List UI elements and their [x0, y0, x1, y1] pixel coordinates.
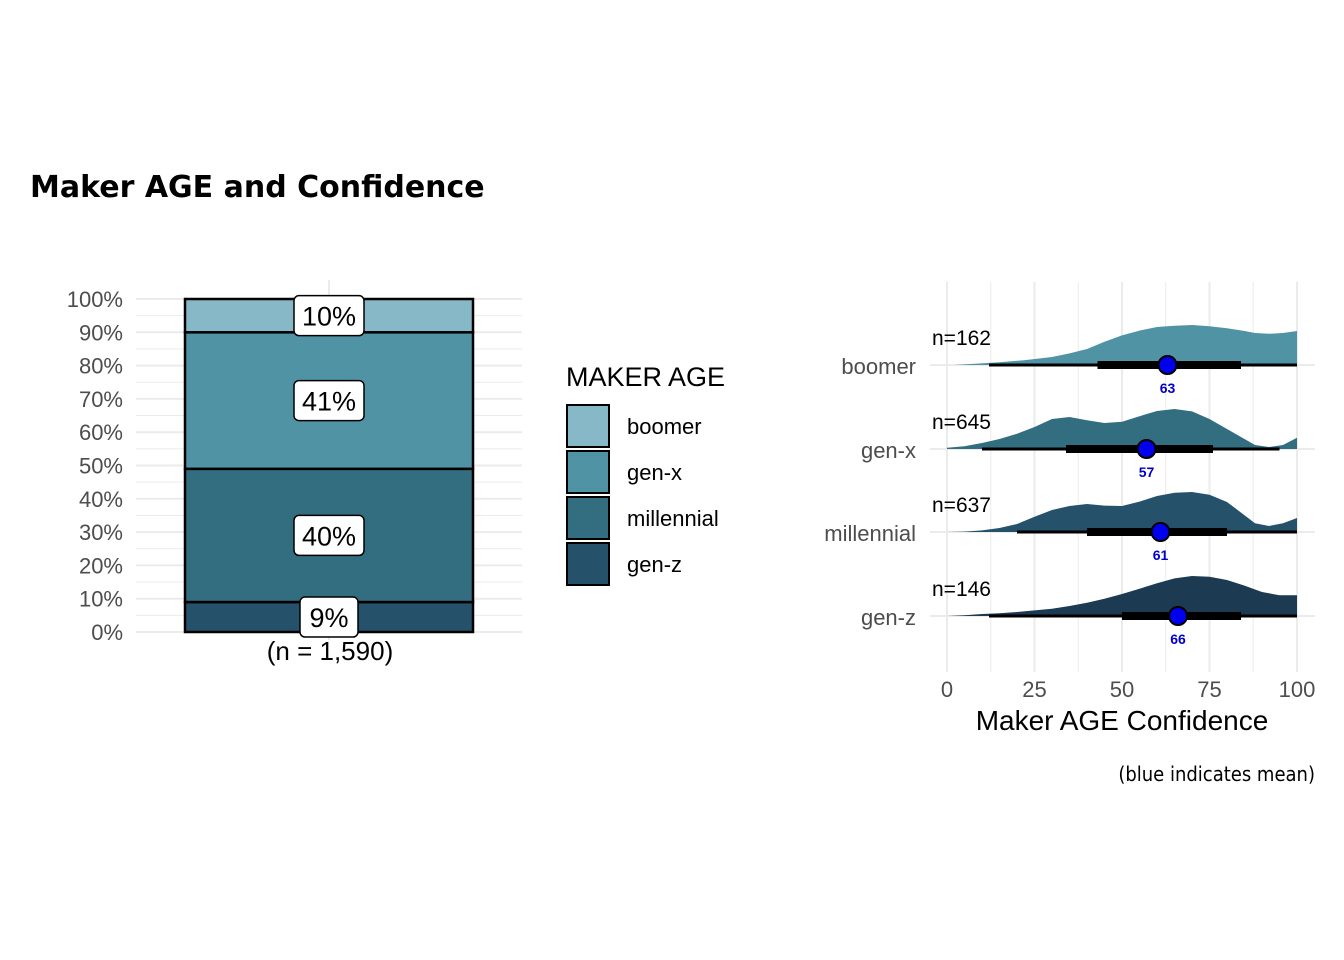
legend-swatch-boomer: [566, 404, 610, 448]
legend-label-gen-z: gen-z: [627, 552, 682, 577]
bar-y-tick-label: 70%: [79, 387, 123, 412]
ridge-y-label-millennial: millennial: [824, 521, 916, 546]
ridge-mean-dot-gen-x: [1136, 439, 1157, 459]
ridge-group-boomer: 63 n=162 boomer: [841, 325, 1297, 396]
bar-y-tick-label: 60%: [79, 420, 123, 445]
legend-label-boomer: boomer: [627, 414, 702, 439]
chart-title: Maker AGE and Confidence: [30, 170, 485, 205]
ridge-mean-dot-gen-z: [1168, 606, 1188, 626]
ridge-x-tick-label: 100: [1279, 677, 1316, 702]
ridge-x-tick-label: 75: [1197, 677, 1221, 702]
legend-label-gen-x: gen-x: [627, 460, 682, 485]
legend-swatch-gen-x: [566, 450, 610, 494]
bar-y-tick-label: 50%: [79, 454, 123, 479]
legend-items: boomer gen-x millennial gen-z: [566, 404, 719, 586]
legend-swatch-millennial: [566, 496, 610, 540]
ridge-density-gen-z: [947, 576, 1297, 616]
ridge-density-gen-x: [947, 409, 1297, 449]
chart-caption: (blue indicates mean): [1118, 762, 1315, 786]
ridge-mean-label-gen-z: 66: [1170, 631, 1186, 647]
ridge-group-gen-x: 57 n=645 gen-x: [861, 409, 1297, 480]
bar-category-label: (n = 1,590): [267, 636, 393, 666]
bar-label-gen-z: 9%: [309, 603, 348, 633]
legend-label-millennial: millennial: [627, 506, 719, 531]
ridge-n-label-gen-z: n=146: [932, 578, 991, 601]
bar-label-box-boomer: [293, 294, 365, 337]
ridge-mean-label-millennial: 61: [1153, 547, 1169, 563]
ridge-mean-label-boomer: 63: [1160, 380, 1176, 396]
ridge-group-gen-z: 66 n=146 gen-z: [861, 576, 1297, 647]
bar-y-tick-labels: 0% 10% 20% 30% 40% 50% 60% 70% 80% 90% 100%: [67, 287, 123, 645]
ridgeline-panel: 63 n=162 boomer 57 n=645 gen-x 61 n=637 millenni…: [824, 282, 1315, 736]
ridge-n-label-boomer: n=162: [932, 327, 991, 350]
ridge-x-tick-label: 25: [1022, 677, 1046, 702]
bar-segment-labels: 9% 40% 41% 10%: [293, 294, 365, 638]
stacked-bar-panel: 0% 10% 20% 30% 40% 50% 60% 70% 80% 90% 100% 9% 40% 4…: [67, 280, 522, 666]
bar-y-tick-label: 0%: [91, 620, 123, 645]
bar-y-tick-label: 10%: [79, 587, 123, 612]
bar-label-box-millennial: [293, 514, 365, 557]
ridge-y-label-gen-z: gen-z: [861, 605, 916, 630]
ridge-density-millennial: [947, 492, 1297, 532]
bar-y-tick-label: 20%: [79, 553, 123, 578]
legend-title: MAKER AGE: [566, 362, 725, 392]
bar-label-box-gen-z: [299, 596, 359, 638]
bar-label-box-gen-x: [293, 379, 365, 422]
ridge-x-tick-label: 0: [941, 677, 953, 702]
bar-label-gen-x: 41%: [302, 387, 356, 417]
ridge-mean-dot-millennial: [1150, 522, 1171, 542]
legend: MAKER AGE boomer gen-x millennial gen-z: [566, 362, 725, 586]
ridge-groups: 63 n=162 boomer 57 n=645 gen-x 61 n=637 millenni…: [824, 325, 1297, 647]
ridge-n-label-gen-x: n=645: [932, 411, 991, 434]
bar-label-boomer: 10%: [302, 302, 356, 332]
ridge-n-label-millennial: n=637: [932, 494, 991, 517]
bar-y-tick-label: 30%: [79, 520, 123, 545]
bar-y-tick-label: 100%: [67, 287, 123, 312]
ridge-mean-dot-boomer: [1157, 355, 1178, 375]
bar-segments: [183, 297, 475, 634]
ridge-y-label-boomer: boomer: [841, 354, 916, 379]
bar-y-tick-label: 90%: [79, 320, 123, 345]
ridge-x-tick-labels: 0 25 50 75 100: [941, 677, 1315, 702]
ridge-group-millennial: 61 n=637 millennial: [824, 492, 1297, 563]
bar-label-millennial: 40%: [302, 521, 356, 551]
ridge-density-boomer: [954, 325, 1297, 365]
ridge-x-tick-label: 50: [1110, 677, 1134, 702]
bar-y-tick-label: 80%: [79, 354, 123, 379]
ridge-x-axis-title: Maker AGE Confidence: [976, 705, 1269, 736]
ridge-mean-label-gen-x: 57: [1139, 464, 1155, 480]
legend-swatch-gen-z: [566, 542, 610, 586]
ridge-y-label-gen-x: gen-x: [861, 438, 916, 463]
bar-y-tick-label: 40%: [79, 487, 123, 512]
